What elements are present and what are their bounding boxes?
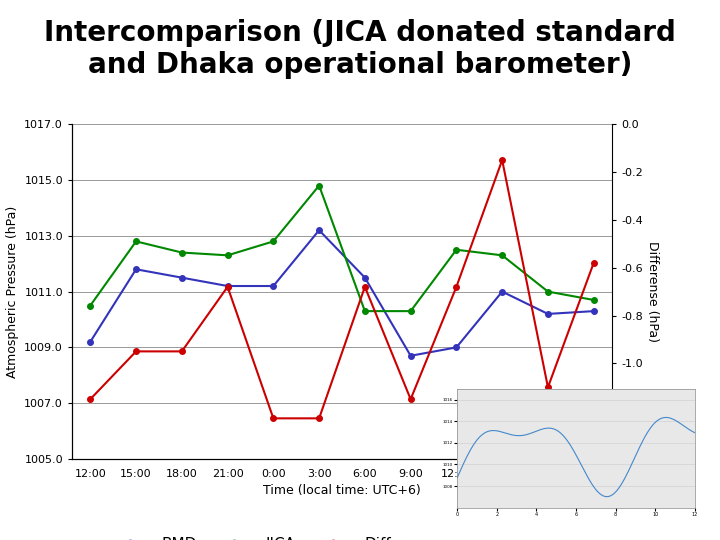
Line: JICA: JICA (88, 183, 596, 314)
Difference (452, 284, 461, 290)
BMD (315, 227, 323, 233)
JICA (498, 252, 506, 259)
Difference (406, 396, 415, 402)
BMD (452, 344, 461, 350)
Y-axis label: Atmospheric Pressure (hPa): Atmospheric Pressure (hPa) (6, 206, 19, 377)
Difference (361, 284, 369, 290)
Difference (590, 260, 598, 266)
BMD (269, 283, 278, 289)
Difference (315, 415, 323, 422)
Difference (269, 415, 278, 422)
Legend: BMD, JICA, Difference: BMD, JICA, Difference (104, 531, 450, 540)
JICA (223, 252, 232, 259)
JICA (86, 302, 94, 309)
Text: Intercomparison (JICA donated standard
and Dhaka operational barometer): Intercomparison (JICA donated standard a… (44, 19, 676, 79)
Difference (544, 384, 552, 390)
JICA (544, 288, 552, 295)
Difference (178, 348, 186, 355)
Difference (498, 157, 506, 163)
X-axis label: Time (local time: UTC+6): Time (local time: UTC+6) (263, 484, 421, 497)
BMD (223, 283, 232, 289)
JICA (590, 297, 598, 303)
Y-axis label: Differense (hPa): Differense (hPa) (647, 241, 660, 342)
Line: BMD: BMD (88, 227, 596, 359)
BMD (406, 353, 415, 359)
JICA (178, 249, 186, 256)
JICA (452, 246, 461, 253)
Difference (132, 348, 140, 355)
JICA (269, 238, 278, 245)
BMD (86, 339, 94, 345)
JICA (315, 183, 323, 189)
Difference (223, 284, 232, 290)
BMD (132, 266, 140, 273)
JICA (132, 238, 140, 245)
BMD (361, 274, 369, 281)
BMD (590, 308, 598, 314)
JICA (361, 308, 369, 314)
BMD (544, 310, 552, 317)
JICA (406, 308, 415, 314)
BMD (498, 288, 506, 295)
Line: Difference: Difference (88, 157, 596, 421)
Difference (86, 396, 94, 402)
BMD (178, 274, 186, 281)
